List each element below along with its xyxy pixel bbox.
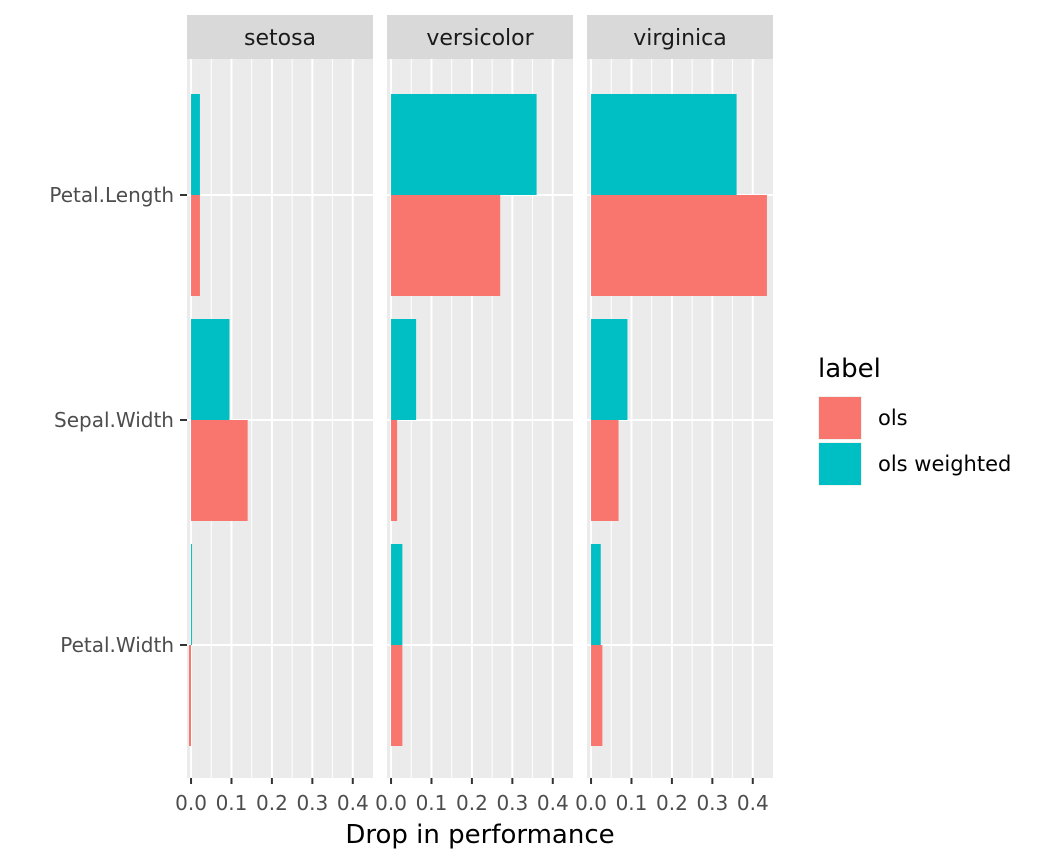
x-tick-label: 0.2: [256, 791, 288, 815]
x-axis-title: Drop in performance: [345, 820, 614, 850]
x-tick-label: 0.3: [296, 791, 328, 815]
x-tick-label: 0.0: [175, 791, 207, 815]
bar-ols-weighted-virginica-Petal.Width: [591, 544, 601, 645]
y-axis: Petal.Length Sepal.Width Petal.Width: [49, 183, 187, 657]
facet-setosa-panel: setosa 0.0 0.1 0.2 0.3 0.4: [175, 15, 373, 815]
facet-virginica-panel: virginica 0.0 0.1 0.2 0.3 0.4: [575, 15, 773, 815]
bar-ols-weighted-versicolor-Petal.Width: [391, 544, 403, 645]
facet-strip: [387, 15, 573, 59]
bar-ols-virginica-Petal.Width: [591, 645, 603, 746]
bar-ols-weighted-setosa-Petal.Width: [191, 544, 193, 645]
bar-ols-weighted-versicolor-Petal.Length: [391, 94, 537, 195]
bar-ols-weighted-setosa-Sepal.Width: [191, 319, 230, 420]
y-tick-label: Petal.Length: [49, 183, 174, 207]
legend-title: label: [818, 354, 881, 384]
facet-panels: setosa 0.0 0.1 0.2 0.3 0.4 versicolor 0.0 0.1 0.2…: [175, 15, 773, 815]
x-tick-label: 0.2: [656, 791, 688, 815]
x-tick-label: 0.3: [496, 791, 528, 815]
bar-ols-setosa-Sepal.Width: [191, 420, 248, 521]
x-tick-label: 0.2: [456, 791, 488, 815]
bar-ols-weighted-versicolor-Sepal.Width: [391, 319, 417, 420]
bar-ols-setosa-Petal.Width: [189, 645, 192, 746]
x-tick-label: 0.4: [737, 791, 769, 815]
bar-ols-versicolor-Sepal.Width: [391, 420, 398, 521]
bar-ols-virginica-Sepal.Width: [591, 420, 619, 521]
facet-strip-label: versicolor: [426, 26, 534, 51]
bar-ols-virginica-Petal.Length: [591, 195, 767, 296]
facet-strip: [587, 15, 773, 59]
x-tick-label: 0.4: [337, 791, 369, 815]
facet-strip: [187, 15, 373, 59]
bar-ols-setosa-Petal.Length: [191, 195, 200, 296]
facet-strip-label: setosa: [244, 26, 316, 51]
legend-label: ols: [878, 406, 908, 430]
y-tick-label: Sepal.Width: [54, 408, 174, 432]
x-tick-label: 0.1: [616, 791, 648, 815]
bar-ols-weighted-setosa-Petal.Length: [191, 94, 200, 195]
x-tick-label: 0.3: [696, 791, 728, 815]
bar-ols-weighted-virginica-Petal.Length: [591, 94, 737, 195]
legend-key-swatch: [819, 443, 861, 485]
x-tick-label: 0.0: [375, 791, 407, 815]
bar-ols-versicolor-Petal.Length: [391, 195, 501, 296]
legend-key-swatch: [819, 397, 861, 439]
x-tick-label: 0.0: [575, 791, 607, 815]
x-tick-label: 0.4: [537, 791, 569, 815]
facet-versicolor-panel: versicolor 0.0 0.1 0.2 0.3 0.4: [375, 15, 573, 815]
x-tick-label: 0.1: [216, 791, 248, 815]
facet-strip-label: virginica: [633, 26, 727, 51]
legend: label ols ols weighted: [818, 354, 1011, 486]
legend-label: ols weighted: [878, 452, 1011, 476]
bar-ols-weighted-virginica-Sepal.Width: [591, 319, 628, 420]
y-tick-label: Petal.Width: [60, 633, 174, 657]
x-tick-label: 0.1: [416, 791, 448, 815]
bar-ols-versicolor-Petal.Width: [391, 645, 403, 746]
